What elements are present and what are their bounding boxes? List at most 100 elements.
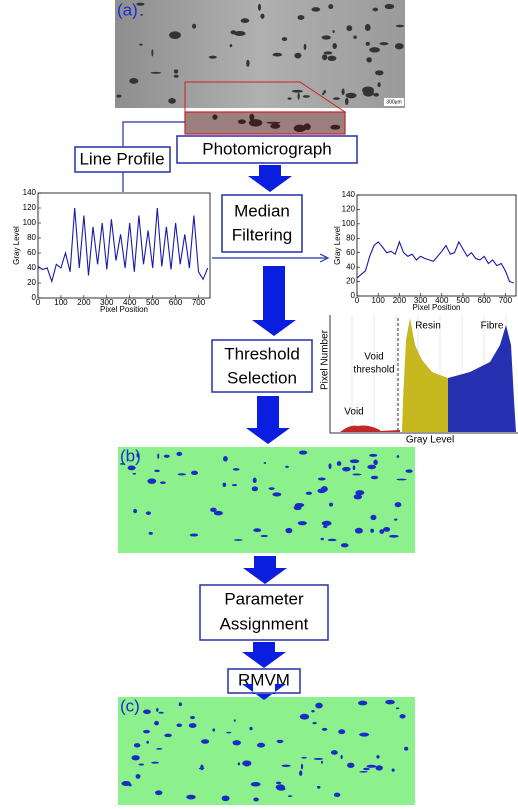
- spot: [138, 763, 145, 766]
- zoom-strip: [184, 111, 346, 135]
- thin-arrow-head: [319, 253, 330, 263]
- label-b: (b): [120, 446, 141, 465]
- spot: [147, 478, 157, 484]
- threshold-box: [211, 339, 313, 393]
- step-label: Line Profile: [79, 149, 164, 168]
- y-tick-label: 20: [346, 277, 355, 286]
- profile-line: [356, 240, 515, 284]
- spot: [145, 511, 152, 515]
- spot: [240, 18, 250, 23]
- spot: [353, 35, 357, 39]
- spot: [157, 453, 160, 459]
- x-tick-label: 700: [499, 296, 513, 305]
- spot: [266, 121, 281, 124]
- y-tick-label: 120: [23, 203, 37, 212]
- spot: [340, 755, 343, 760]
- spot: [376, 755, 380, 759]
- spot: [297, 92, 300, 100]
- spot: [212, 114, 218, 120]
- spot: [313, 757, 324, 760]
- x-tick-label: 400: [123, 298, 137, 307]
- spot: [248, 119, 263, 127]
- spot: [394, 502, 402, 508]
- spot: [249, 726, 253, 731]
- scale-bar: 300μm: [386, 99, 401, 105]
- spot: [131, 755, 140, 761]
- spot: [143, 709, 151, 715]
- x-tick-label: 700: [192, 298, 206, 307]
- spot: [226, 731, 232, 734]
- spot: [323, 525, 328, 528]
- annotation: Void: [344, 407, 363, 418]
- spot: [347, 762, 355, 768]
- spot: [272, 52, 283, 57]
- spot: [362, 86, 375, 94]
- spot: [127, 465, 136, 471]
- spot: [352, 473, 362, 476]
- spot: [298, 450, 308, 455]
- y-tick-label: 80: [346, 233, 355, 242]
- spot: [327, 538, 337, 542]
- spot: [136, 453, 140, 458]
- spot: [312, 722, 317, 725]
- flow-arrow: [242, 684, 286, 700]
- spot: [338, 729, 346, 735]
- spot: [364, 24, 371, 31]
- spot: [287, 795, 293, 797]
- spot: [321, 521, 329, 524]
- spot: [189, 533, 199, 537]
- spot: [210, 507, 217, 513]
- spot: [358, 700, 368, 706]
- spot: [311, 7, 321, 12]
- spot: [275, 781, 282, 785]
- spot: [328, 463, 332, 470]
- spot: [394, 43, 404, 50]
- x-axis-label: Pixel Position: [100, 305, 148, 314]
- spot: [169, 31, 181, 39]
- spot: [237, 762, 241, 766]
- spot: [139, 43, 143, 46]
- spot: [143, 729, 151, 734]
- y-axis-label: Gray Level: [12, 226, 21, 265]
- y-tick-label: 80: [27, 233, 36, 242]
- spot: [151, 49, 154, 57]
- spot: [369, 453, 378, 457]
- x-axis-label: Pixel Position: [412, 303, 460, 312]
- spot: [373, 93, 380, 97]
- photomicrograph-box: [176, 135, 358, 164]
- spot: [370, 528, 374, 533]
- spot: [281, 37, 288, 42]
- spot: [332, 29, 335, 34]
- void-map-b: [118, 447, 415, 553]
- spot: [263, 461, 267, 464]
- x-tick-label: 300: [100, 298, 114, 307]
- spot: [150, 71, 162, 74]
- spot: [176, 723, 183, 727]
- spot: [186, 794, 196, 800]
- spot: [405, 469, 413, 473]
- spot: [330, 750, 338, 755]
- spot: [253, 797, 259, 802]
- spot: [317, 785, 321, 789]
- step-label: Filtering: [232, 225, 292, 244]
- spot: [303, 43, 307, 51]
- spot: [249, 113, 255, 121]
- spot: [299, 713, 310, 720]
- spot: [291, 89, 303, 93]
- y-tick-label: 40: [346, 262, 355, 271]
- spot: [344, 97, 349, 106]
- spot: [366, 764, 377, 768]
- spot: [395, 707, 400, 710]
- spot: [352, 465, 356, 471]
- spot: [379, 529, 385, 534]
- spot: [133, 743, 141, 748]
- spot: [250, 782, 261, 787]
- spot: [370, 475, 379, 480]
- spot: [229, 44, 233, 48]
- spot: [285, 527, 293, 534]
- spot: [256, 742, 266, 748]
- x-tick-label: 200: [77, 298, 91, 307]
- y-tick-label: 20: [27, 278, 36, 287]
- spot: [232, 740, 241, 746]
